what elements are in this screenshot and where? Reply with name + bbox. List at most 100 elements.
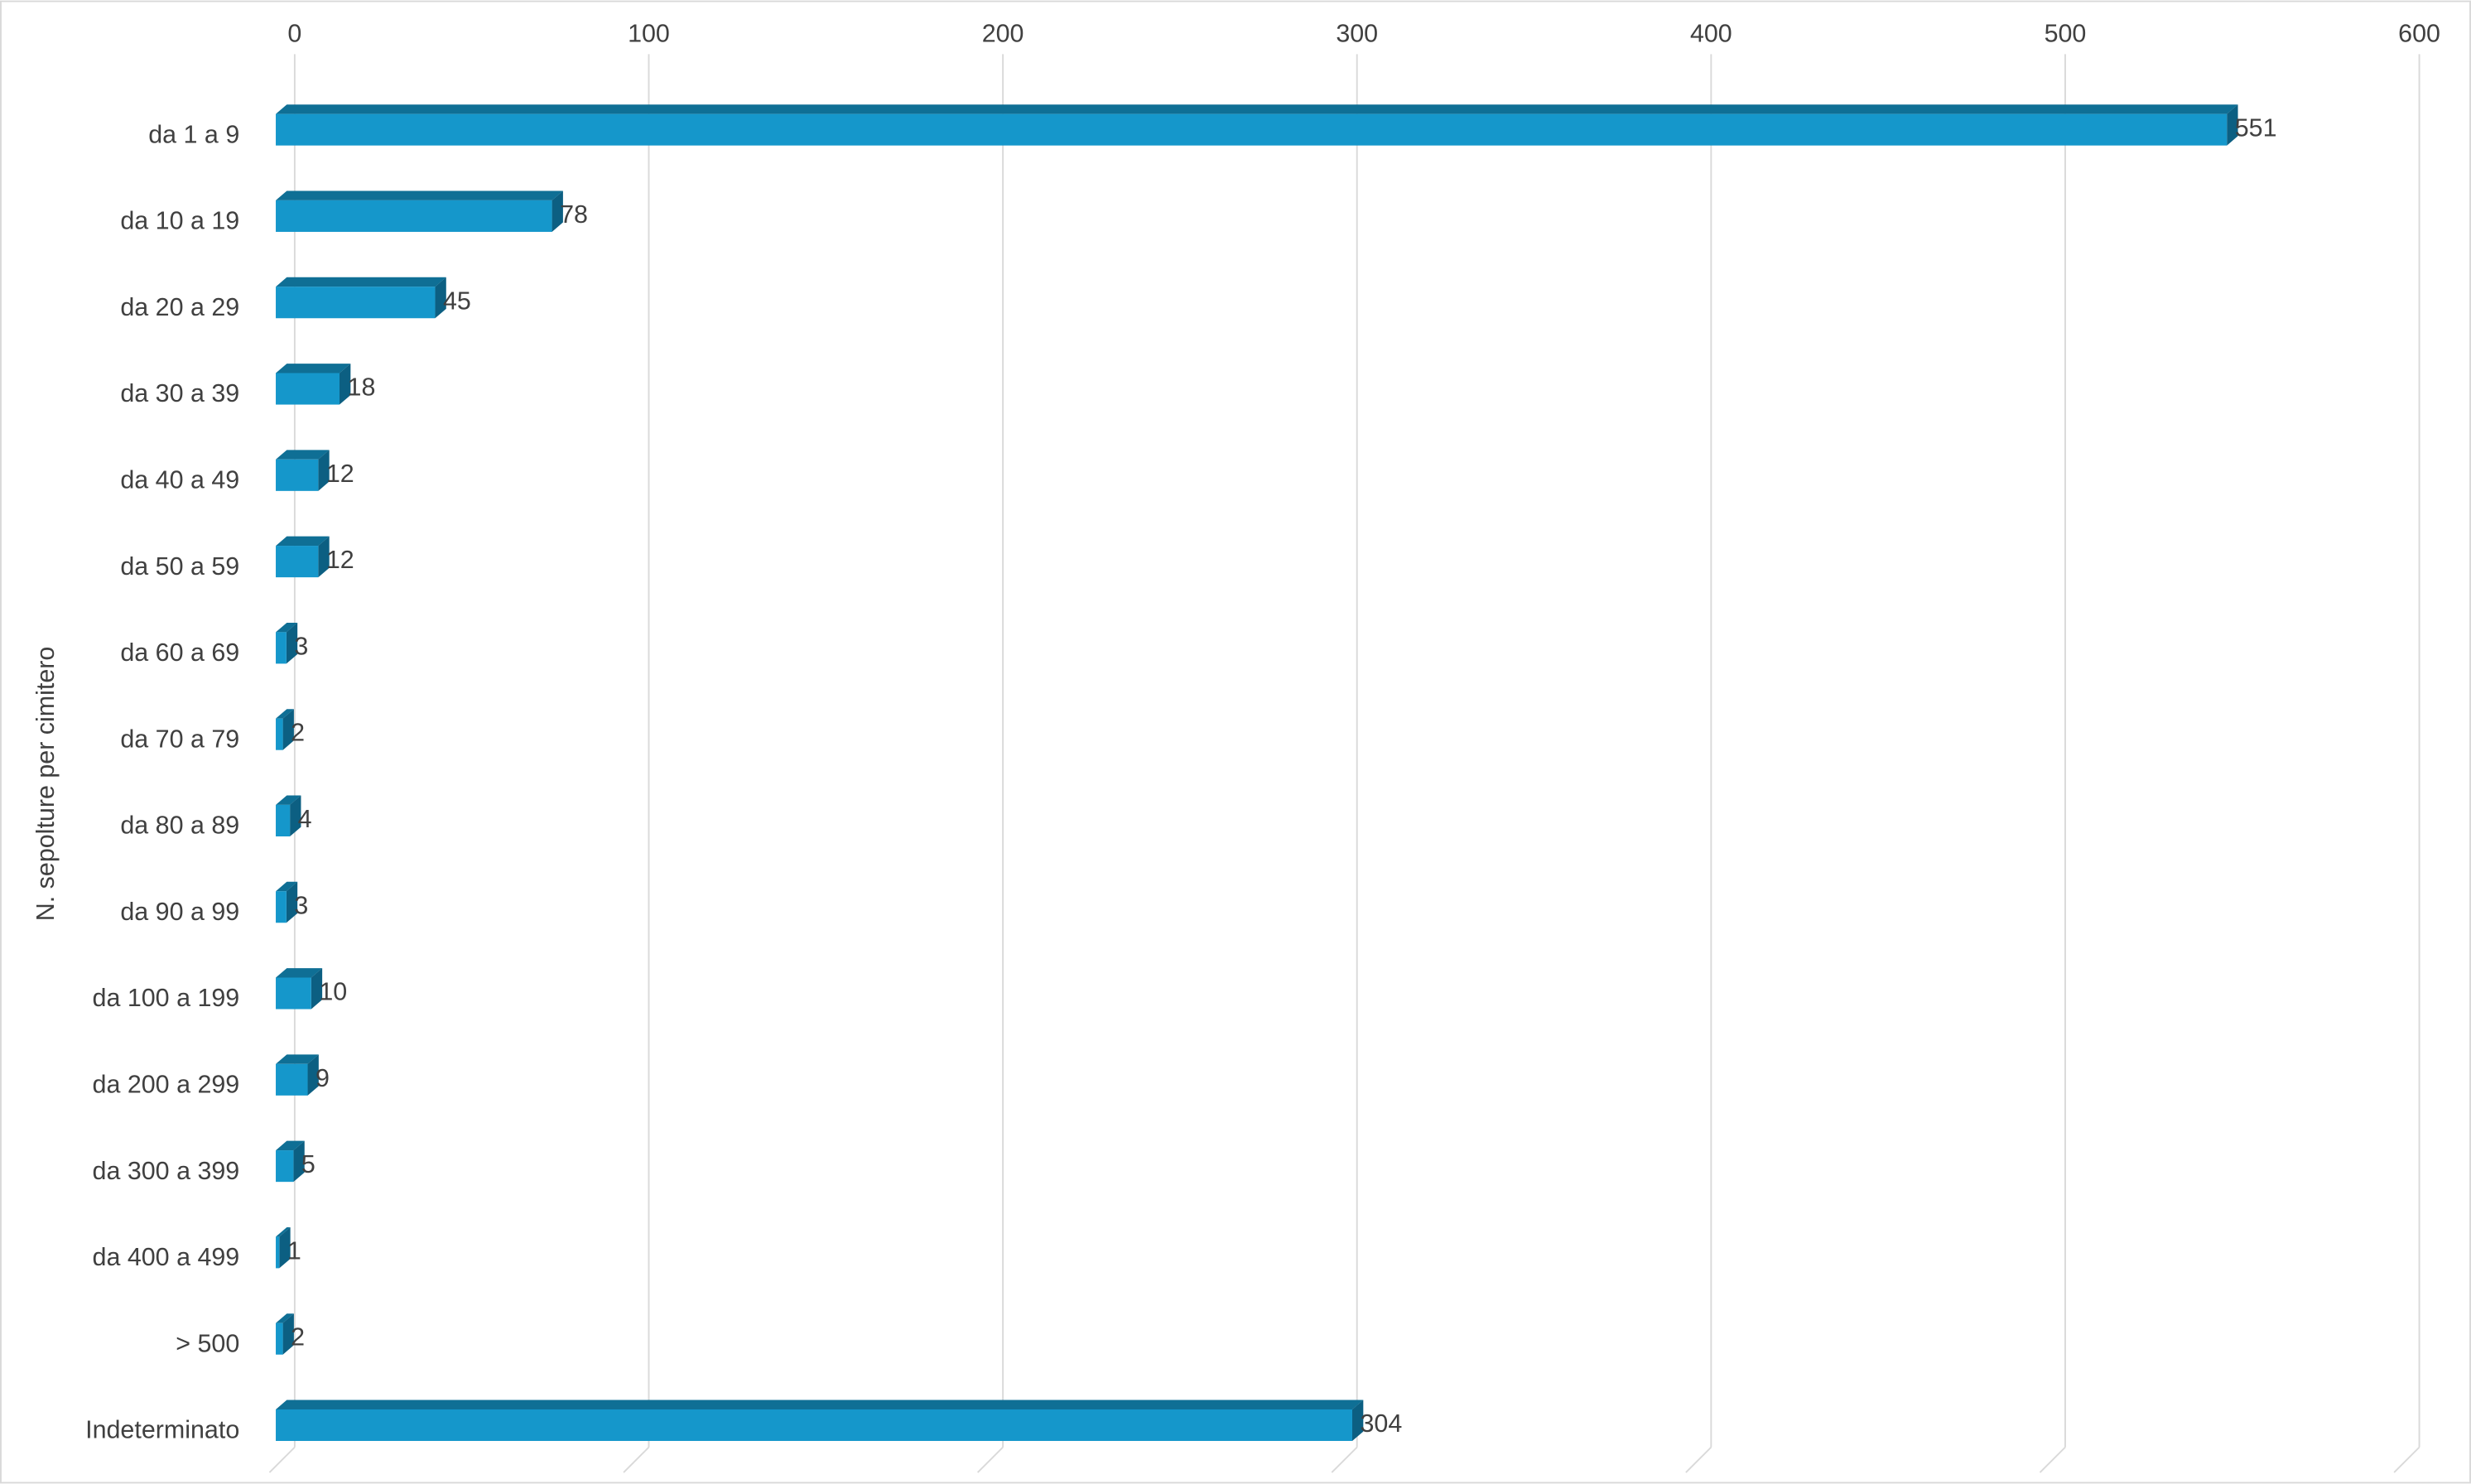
bar-top <box>276 1313 294 1323</box>
bar-side <box>340 364 351 405</box>
bar <box>276 1140 305 1183</box>
y-tick-label: da 50 a 59 <box>120 552 239 581</box>
bar-front <box>276 113 2228 146</box>
bar <box>276 795 301 836</box>
value-label: 45 <box>443 287 471 315</box>
value-label: 304 <box>1361 1409 1403 1438</box>
bar-top <box>276 622 298 633</box>
x-tick-label: 500 <box>2045 20 2087 48</box>
grid-floor-line <box>976 1446 1004 1473</box>
y-tick-label: da 200 a 299 <box>93 1070 240 1098</box>
bar-top <box>276 277 446 287</box>
x-tick-label: 200 <box>982 20 1024 48</box>
bar-side <box>290 795 301 836</box>
value-label: 3 <box>294 632 308 660</box>
bar-side <box>311 968 323 1009</box>
grid-floor-line <box>623 1446 650 1473</box>
y-tick-label: > 500 <box>176 1329 239 1357</box>
y-tick-label: da 60 a 69 <box>120 638 239 667</box>
value-label: 78 <box>560 200 588 229</box>
bar-front <box>276 1063 308 1096</box>
value-label: 3 <box>294 891 308 919</box>
bar <box>276 968 323 1009</box>
bar-top <box>276 190 563 200</box>
y-tick-label: da 10 a 19 <box>120 207 239 235</box>
bar-top <box>276 104 2238 114</box>
grid-floor-line <box>2039 1446 2066 1473</box>
y-tick-label: da 80 a 89 <box>120 812 239 840</box>
bar <box>276 1054 319 1096</box>
y-tick-label: da 30 a 39 <box>120 379 239 407</box>
x-tick-label: 0 <box>287 20 301 48</box>
value-label: 18 <box>348 373 376 402</box>
bar-top <box>276 709 294 719</box>
bar-front <box>276 546 319 578</box>
bar-top <box>276 1226 291 1237</box>
bar-front <box>276 891 287 923</box>
x-tick-label: 300 <box>1336 20 1378 48</box>
bar-side <box>286 622 298 664</box>
value-label: 2 <box>291 1323 305 1352</box>
grid-floor-line <box>1331 1446 1358 1473</box>
bar-front <box>276 373 340 405</box>
bar-side <box>307 1054 319 1096</box>
bar-top <box>276 1140 305 1151</box>
bar <box>276 190 563 232</box>
bar-front <box>276 1409 1352 1442</box>
y-tick-label: da 1 a 9 <box>148 120 239 148</box>
bar <box>276 277 446 319</box>
bar <box>276 450 330 491</box>
y-tick-label: da 90 a 99 <box>120 898 239 926</box>
value-label: 9 <box>315 1064 330 1092</box>
bar <box>276 104 2238 146</box>
y-tick-label: da 40 a 49 <box>120 465 239 494</box>
y-tick-label: da 400 a 499 <box>93 1243 240 1271</box>
bar-side <box>1351 1400 1364 1442</box>
bar-front <box>276 459 319 491</box>
y-tick-label: da 70 a 79 <box>120 725 239 753</box>
bar-front <box>276 287 436 319</box>
bar-top <box>276 795 301 805</box>
x-tick-label: 100 <box>628 20 670 48</box>
bar <box>276 536 330 578</box>
bar-front <box>276 1236 280 1269</box>
bar-top <box>276 536 330 547</box>
grid-floor-line <box>2393 1446 2420 1473</box>
bar-front <box>276 200 552 232</box>
bar-side <box>279 1226 291 1269</box>
bar-top <box>276 1400 1364 1409</box>
y-axis-label: N. sepolture per cimitero <box>31 647 60 922</box>
grid-floor-line <box>268 1446 296 1473</box>
value-label: 12 <box>326 460 354 488</box>
y-tick-label: da 300 a 399 <box>93 1157 240 1185</box>
bar-front <box>276 632 287 664</box>
x-tick-label: 400 <box>1690 20 1732 48</box>
bar <box>276 1226 291 1269</box>
bar-top <box>276 450 330 460</box>
bar-front <box>276 977 311 1009</box>
value-label: 1 <box>287 1236 301 1265</box>
bar <box>276 709 294 750</box>
bar <box>276 622 298 664</box>
bar-front <box>276 1150 294 1183</box>
bar <box>276 1313 294 1355</box>
bar-side <box>293 1140 305 1183</box>
bar-top <box>276 364 351 373</box>
bar-side <box>435 277 446 319</box>
bar-top <box>276 968 323 978</box>
bar <box>276 364 351 405</box>
bar-side <box>2227 104 2238 146</box>
y-tick-label: Indeterminato <box>85 1416 239 1444</box>
bar-side <box>552 190 563 232</box>
value-label: 5 <box>301 1150 315 1178</box>
bar-front <box>276 1323 283 1355</box>
value-label: 4 <box>298 805 312 833</box>
bar-front <box>276 804 291 836</box>
bar-front <box>276 718 283 750</box>
value-label: 551 <box>2235 114 2277 142</box>
bar-side <box>318 536 330 578</box>
bar-side <box>282 1313 294 1355</box>
